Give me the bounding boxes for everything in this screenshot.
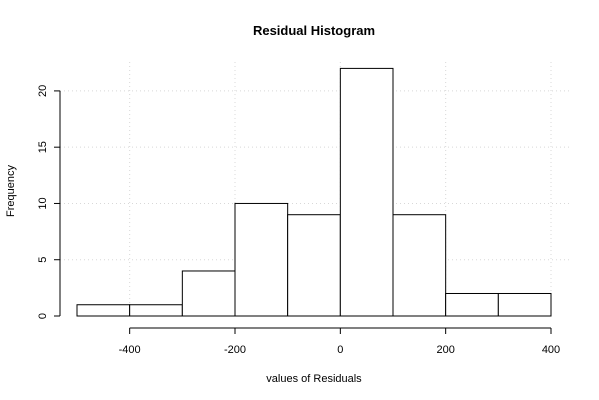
y-axis: 0 5 10 15 20: [37, 85, 61, 319]
x-tick-label-0: -400: [119, 344, 141, 356]
y-tick-label-1: 5: [37, 257, 49, 263]
x-tick-label-3: 200: [436, 344, 454, 356]
histogram-bar-8: [497, 292, 552, 317]
x-axis: -400 -200 0 200 400: [119, 327, 560, 356]
y-tick-label-3: 15: [37, 141, 49, 153]
grid: [60, 62, 570, 316]
y-tick-label-4: 20: [37, 85, 49, 97]
chart-title: Residual Histogram: [253, 23, 375, 38]
x-tick-label-4: 400: [542, 344, 560, 356]
histogram-bar-5: [339, 67, 394, 317]
histogram-bar-3: [234, 202, 289, 317]
histogram-bar-6: [392, 214, 447, 317]
x-tick-label-1: -200: [224, 344, 246, 356]
y-axis-label: Frequency: [5, 165, 17, 217]
histogram-bar-7: [445, 292, 499, 317]
y-tick-label-2: 10: [37, 197, 49, 209]
y-tick-label-0: 0: [37, 313, 49, 319]
x-tick-label-2: 0: [337, 344, 343, 356]
histogram-bar-0: [76, 304, 131, 317]
x-axis-label: values of Residuals: [266, 373, 362, 385]
histogram-bar-4: [287, 214, 341, 317]
histogram-bar-2: [181, 270, 236, 317]
histogram-bar-1: [129, 304, 183, 317]
bars: [76, 67, 552, 317]
